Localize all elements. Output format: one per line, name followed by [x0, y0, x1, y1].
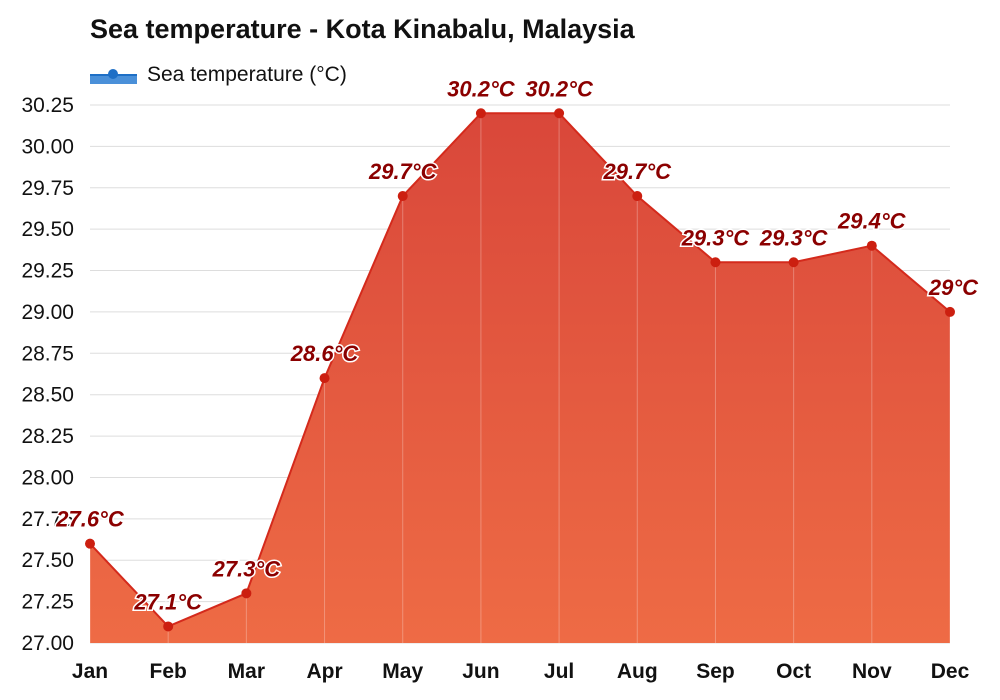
x-tick-label: Feb	[150, 660, 187, 683]
x-tick-label: Jun	[462, 660, 499, 683]
y-tick-label: 29.00	[21, 301, 74, 324]
x-tick-label: Oct	[776, 660, 811, 683]
y-tick-label: 27.00	[21, 632, 74, 655]
chart-title: Sea temperature - Kota Kinabalu, Malaysi…	[90, 14, 635, 44]
x-tick-label: Dec	[931, 660, 970, 683]
y-tick-label: 30.00	[21, 135, 74, 158]
x-tick-label: Jan	[72, 660, 108, 683]
data-label: 29.3°C	[759, 225, 829, 250]
y-tick-label: 29.50	[21, 218, 74, 241]
y-tick-label: 27.25	[21, 591, 74, 614]
legend-swatch-icon	[90, 64, 137, 86]
x-tick-label: Mar	[228, 660, 265, 683]
y-tick-label: 27.75	[21, 508, 74, 531]
y-tick-label: 28.50	[21, 384, 74, 407]
x-tick-label: May	[382, 660, 423, 683]
data-point[interactable]	[241, 588, 252, 599]
data-point[interactable]	[85, 538, 95, 549]
data-label: 27.3°C	[212, 556, 282, 581]
vertical-gridlines	[89, 113, 951, 643]
x-tick-label: Nov	[852, 660, 892, 683]
data-label: 29°C	[928, 275, 979, 300]
x-tick-label: Apr	[306, 660, 342, 683]
data-point[interactable]	[475, 108, 486, 119]
data-point[interactable]	[397, 191, 408, 202]
area-layer	[90, 113, 950, 644]
y-tick-label: 29.25	[21, 260, 74, 283]
line-layer	[85, 108, 955, 632]
y-tick-label: 28.75	[21, 342, 74, 365]
data-label: 30.2°C	[447, 76, 516, 101]
data-label: 29.3°C	[681, 225, 751, 250]
data-label: 29.4°C	[837, 209, 907, 234]
data-label: 29.7°C	[368, 159, 438, 184]
y-tick-label: 27.50	[21, 549, 74, 572]
data-point[interactable]	[866, 240, 877, 251]
legend-label: Sea temperature (°C)	[147, 63, 347, 86]
data-point[interactable]	[788, 257, 799, 268]
data-point[interactable]	[710, 257, 721, 268]
data-label: 27.1°C	[133, 589, 203, 614]
x-tick-label: Sep	[696, 660, 735, 683]
x-tick-label: Aug	[617, 660, 658, 683]
y-tick-label: 28.00	[21, 466, 74, 489]
y-tick-label: 30.25	[21, 94, 74, 117]
data-label: 29.7°C	[603, 159, 673, 184]
data-label: 30.2°C	[525, 76, 594, 101]
y-tick-label: 29.75	[21, 177, 74, 200]
y-tick-label: 28.25	[21, 425, 74, 448]
legend[interactable]: Sea temperature (°C)	[90, 60, 347, 90]
data-point[interactable]	[319, 373, 330, 384]
data-label: 27.6°C	[55, 507, 125, 532]
data-point[interactable]	[163, 621, 174, 632]
x-axis: Jan Feb Mar Apr May Jun Jul Aug Sep Oct Nov Dec	[72, 660, 970, 683]
series-line	[89, 112, 951, 628]
x-tick-label: Jul	[544, 660, 574, 683]
data-point[interactable]	[632, 191, 643, 202]
data-labels: 27.6°C 27.1°C 27.3°C 28.6°C 29.7°C 30.2°C 30.2…	[54, 75, 981, 616]
data-label: 28.6°C	[290, 341, 360, 366]
y-axis: 27.00 27.25 27.50 27.75 28.00 28.25 28.50 28.75…	[21, 94, 74, 655]
data-point[interactable]	[554, 108, 565, 119]
data-point[interactable]	[945, 306, 955, 317]
series-area	[90, 113, 950, 644]
